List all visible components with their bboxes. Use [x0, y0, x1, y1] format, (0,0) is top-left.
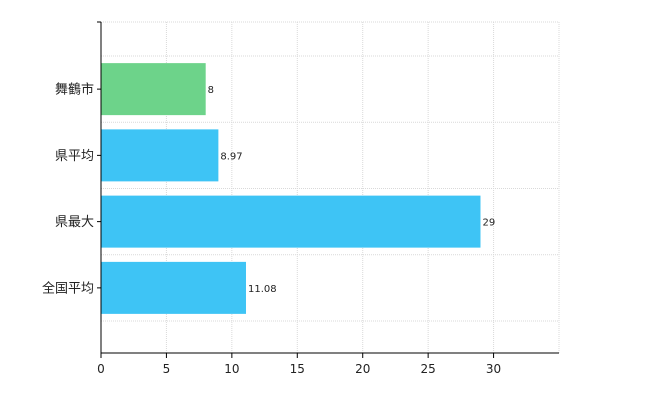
data-label: 11.08: [248, 284, 277, 295]
x-tick-label: 15: [290, 362, 305, 376]
x-tick-label: 5: [163, 362, 171, 376]
x-tick-label: 25: [421, 362, 436, 376]
bar: [101, 261, 246, 314]
category-label: 県平均: [55, 149, 94, 164]
bar: [101, 195, 481, 248]
x-tick-label: 20: [355, 362, 370, 376]
data-label: 29: [482, 218, 495, 229]
x-tick-label: 0: [97, 362, 105, 376]
x-tick-label: 30: [486, 362, 501, 376]
category-label: 県最大: [55, 215, 94, 230]
x-tick-label: 10: [224, 362, 239, 376]
bar: [101, 63, 206, 116]
category-label: 全国平均: [42, 280, 94, 296]
bar: [101, 129, 219, 182]
data-label: 8.97: [220, 151, 242, 162]
data-label: 8: [208, 85, 214, 96]
category-label: 舞鶴市: [55, 82, 94, 98]
